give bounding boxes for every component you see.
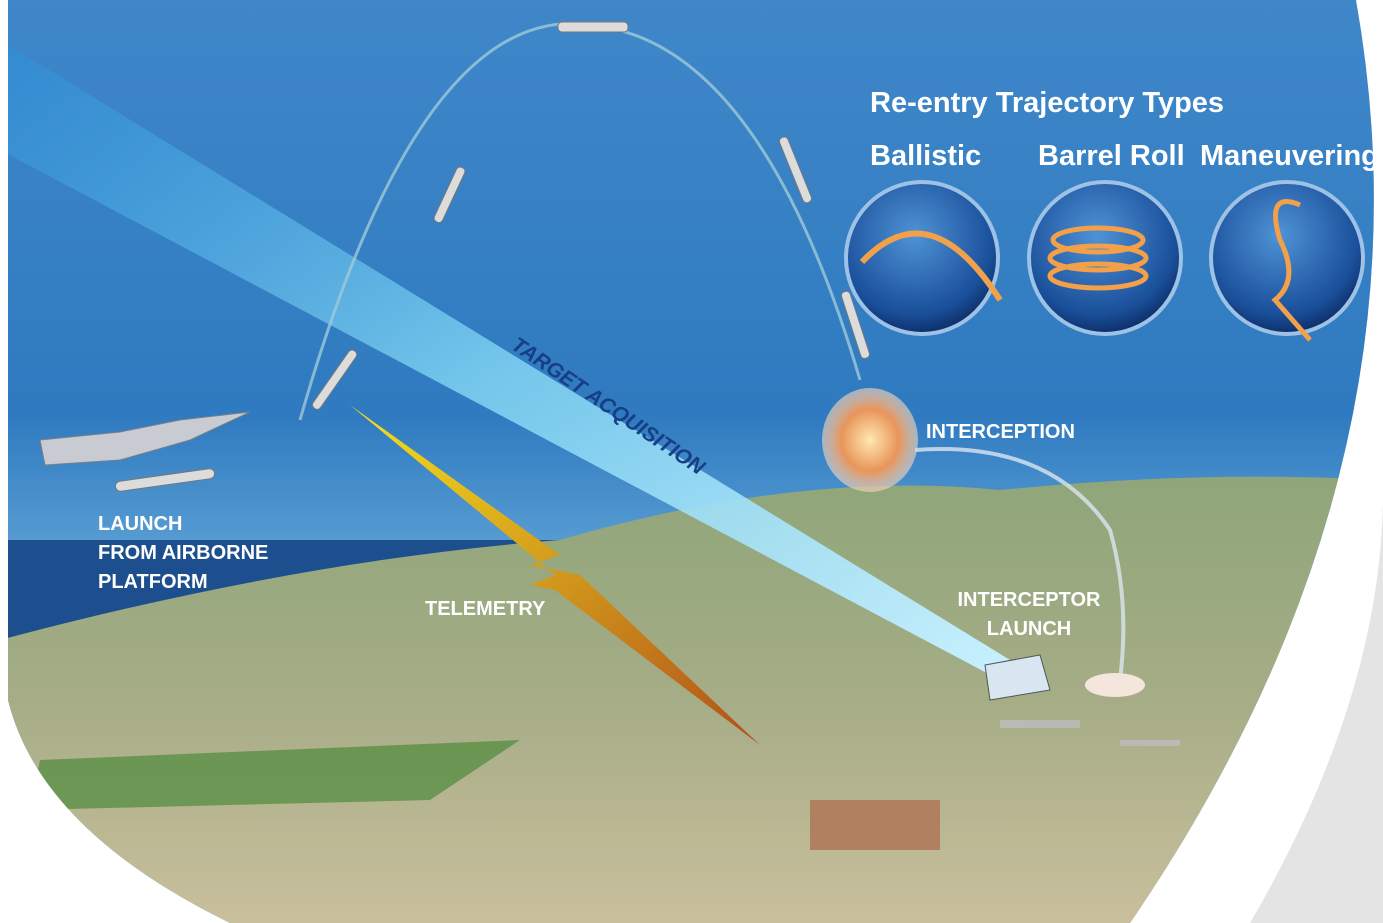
interceptor-label: LAUNCH [987,618,1071,640]
launch-label: PLATFORM [98,571,208,593]
interceptor-label: INTERCEPTOR [958,589,1102,611]
launch-label: LAUNCH [98,513,182,535]
trajectory-type: Barrel Roll [1038,140,1185,172]
telemetry-label: TELEMETRY [425,598,546,620]
trajectory-icons [846,182,1363,340]
trajectory-type: Maneuvering [1200,140,1379,172]
trajectory-type: Ballistic [870,140,981,172]
title: Re-entry Trajectory Types [870,87,1224,119]
interception-label: INTERCEPTION [926,421,1075,443]
diagram: Re-entry Trajectory Types Ballistic Barr… [0,0,1383,923]
launch-label: FROM AIRBORNE [98,542,268,564]
